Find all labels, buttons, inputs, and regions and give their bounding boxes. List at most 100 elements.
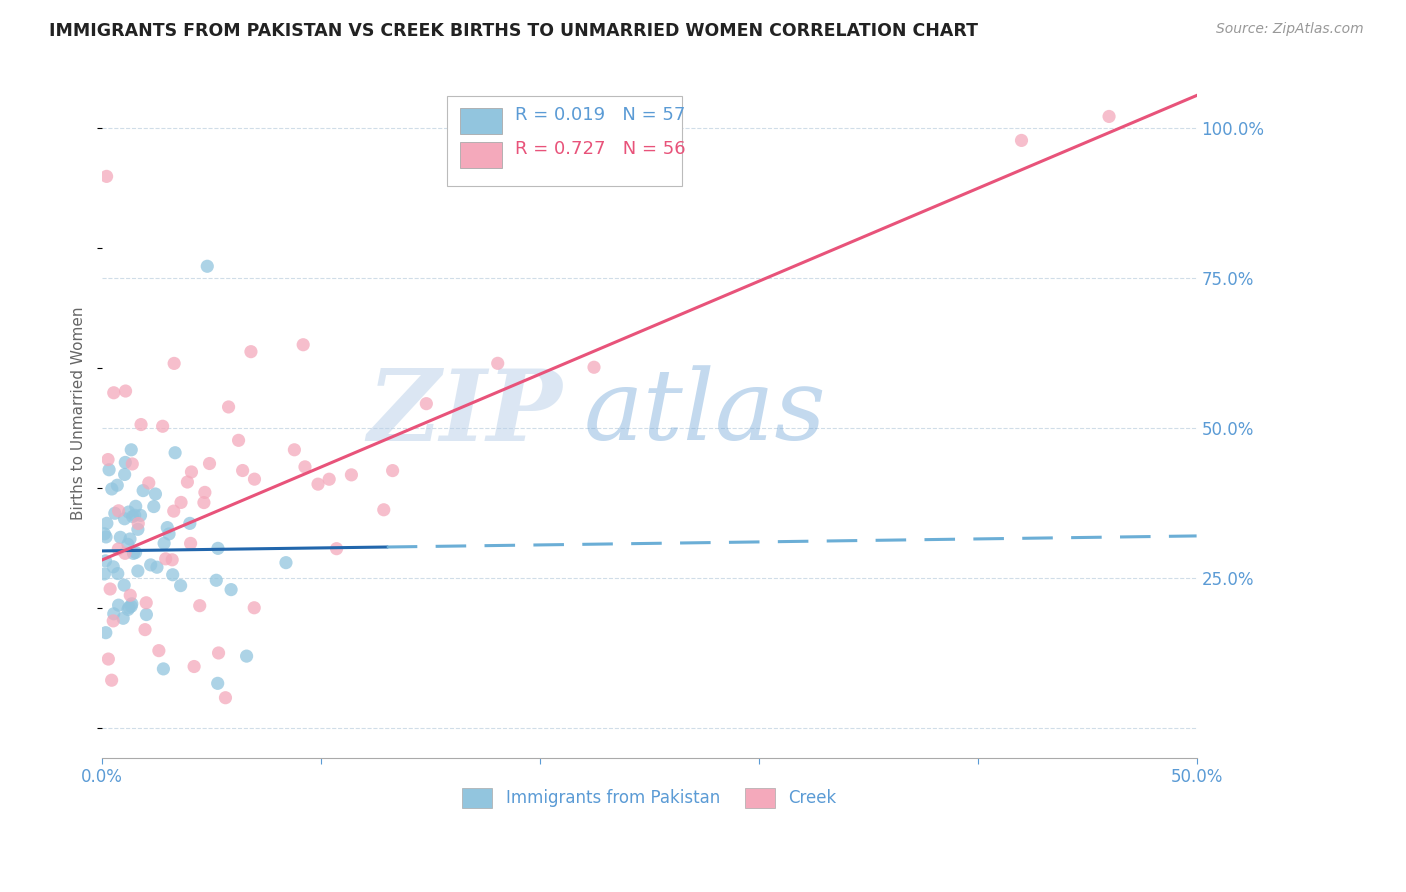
Point: [207, 676, 229, 690]
Point: [486, 356, 509, 370]
Point: [134, 623, 156, 637]
Point: [180, 465, 202, 479]
Point: [118, 532, 141, 546]
Point: [98, 463, 121, 477]
Point: [135, 596, 157, 610]
Point: [103, 607, 125, 621]
Point: [169, 578, 191, 592]
Point: [176, 475, 198, 489]
Text: atlas: atlas: [583, 366, 827, 461]
Point: [135, 607, 157, 622]
FancyBboxPatch shape: [460, 108, 502, 134]
Point: [101, 482, 124, 496]
Point: [235, 649, 257, 664]
Point: [142, 500, 165, 514]
Point: [195, 260, 218, 274]
Point: [307, 477, 329, 491]
Point: [97, 452, 120, 467]
Point: [582, 360, 605, 375]
Point: [114, 467, 136, 482]
Point: [205, 574, 228, 588]
Point: [124, 545, 146, 559]
Point: [243, 472, 266, 486]
Point: [107, 504, 129, 518]
FancyBboxPatch shape: [460, 142, 502, 169]
Point: [153, 536, 176, 550]
Point: [193, 495, 215, 509]
FancyBboxPatch shape: [447, 96, 682, 186]
Point: [120, 588, 142, 602]
Point: [94, 625, 117, 640]
Point: [120, 442, 142, 457]
Point: [294, 459, 316, 474]
Point: [107, 598, 129, 612]
Point: [100, 673, 122, 688]
Point: [114, 546, 136, 560]
Point: [1011, 133, 1033, 147]
Point: [148, 643, 170, 657]
Point: [207, 541, 229, 556]
Point: [163, 504, 186, 518]
Point: [94, 530, 117, 544]
Point: [179, 516, 201, 531]
Point: [198, 457, 221, 471]
Text: Source: ZipAtlas.com: Source: ZipAtlas.com: [1216, 22, 1364, 37]
Text: IMMIGRANTS FROM PAKISTAN VS CREEK BIRTHS TO UNMARRIED WOMEN CORRELATION CHART: IMMIGRANTS FROM PAKISTAN VS CREEK BIRTHS…: [49, 22, 979, 40]
Point: [373, 502, 395, 516]
Point: [163, 356, 186, 370]
Text: R = 0.019   N = 57: R = 0.019 N = 57: [515, 106, 685, 124]
Point: [218, 400, 240, 414]
Point: [127, 522, 149, 536]
Point: [125, 500, 148, 514]
Point: [117, 602, 139, 616]
Point: [107, 566, 129, 581]
Point: [207, 646, 229, 660]
Point: [170, 495, 193, 509]
Point: [162, 567, 184, 582]
Point: [127, 564, 149, 578]
Point: [381, 464, 404, 478]
Point: [155, 551, 177, 566]
Point: [139, 558, 162, 572]
Point: [228, 434, 250, 448]
Point: [103, 559, 125, 574]
Point: [415, 397, 437, 411]
Point: [98, 582, 121, 596]
Y-axis label: Births to Unmarried Women: Births to Unmarried Women: [72, 306, 86, 520]
Point: [93, 566, 115, 581]
Point: [97, 652, 120, 666]
Point: [283, 442, 305, 457]
Point: [165, 446, 187, 460]
Point: [194, 485, 217, 500]
Point: [1098, 110, 1121, 124]
Point: [93, 526, 115, 541]
Point: [188, 599, 211, 613]
Point: [127, 516, 149, 531]
Point: [274, 556, 297, 570]
Point: [145, 487, 167, 501]
Point: [662, 105, 685, 120]
Point: [118, 600, 141, 615]
Point: [152, 419, 174, 434]
Point: [121, 509, 143, 524]
Point: [292, 337, 315, 351]
Text: R = 0.727   N = 56: R = 0.727 N = 56: [515, 140, 685, 158]
Point: [232, 463, 254, 477]
Point: [156, 520, 179, 534]
Legend: Immigrants from Pakistan, Creek: Immigrants from Pakistan, Creek: [456, 781, 844, 814]
Point: [239, 344, 262, 359]
Point: [180, 536, 202, 550]
Point: [214, 690, 236, 705]
Point: [121, 457, 143, 471]
Point: [94, 554, 117, 568]
Point: [138, 475, 160, 490]
Point: [112, 611, 135, 625]
Point: [110, 530, 132, 544]
Point: [183, 659, 205, 673]
Point: [96, 169, 118, 184]
Point: [146, 560, 169, 574]
Point: [157, 527, 180, 541]
Point: [112, 578, 135, 592]
Point: [340, 467, 363, 482]
Text: ZIP: ZIP: [367, 365, 562, 461]
